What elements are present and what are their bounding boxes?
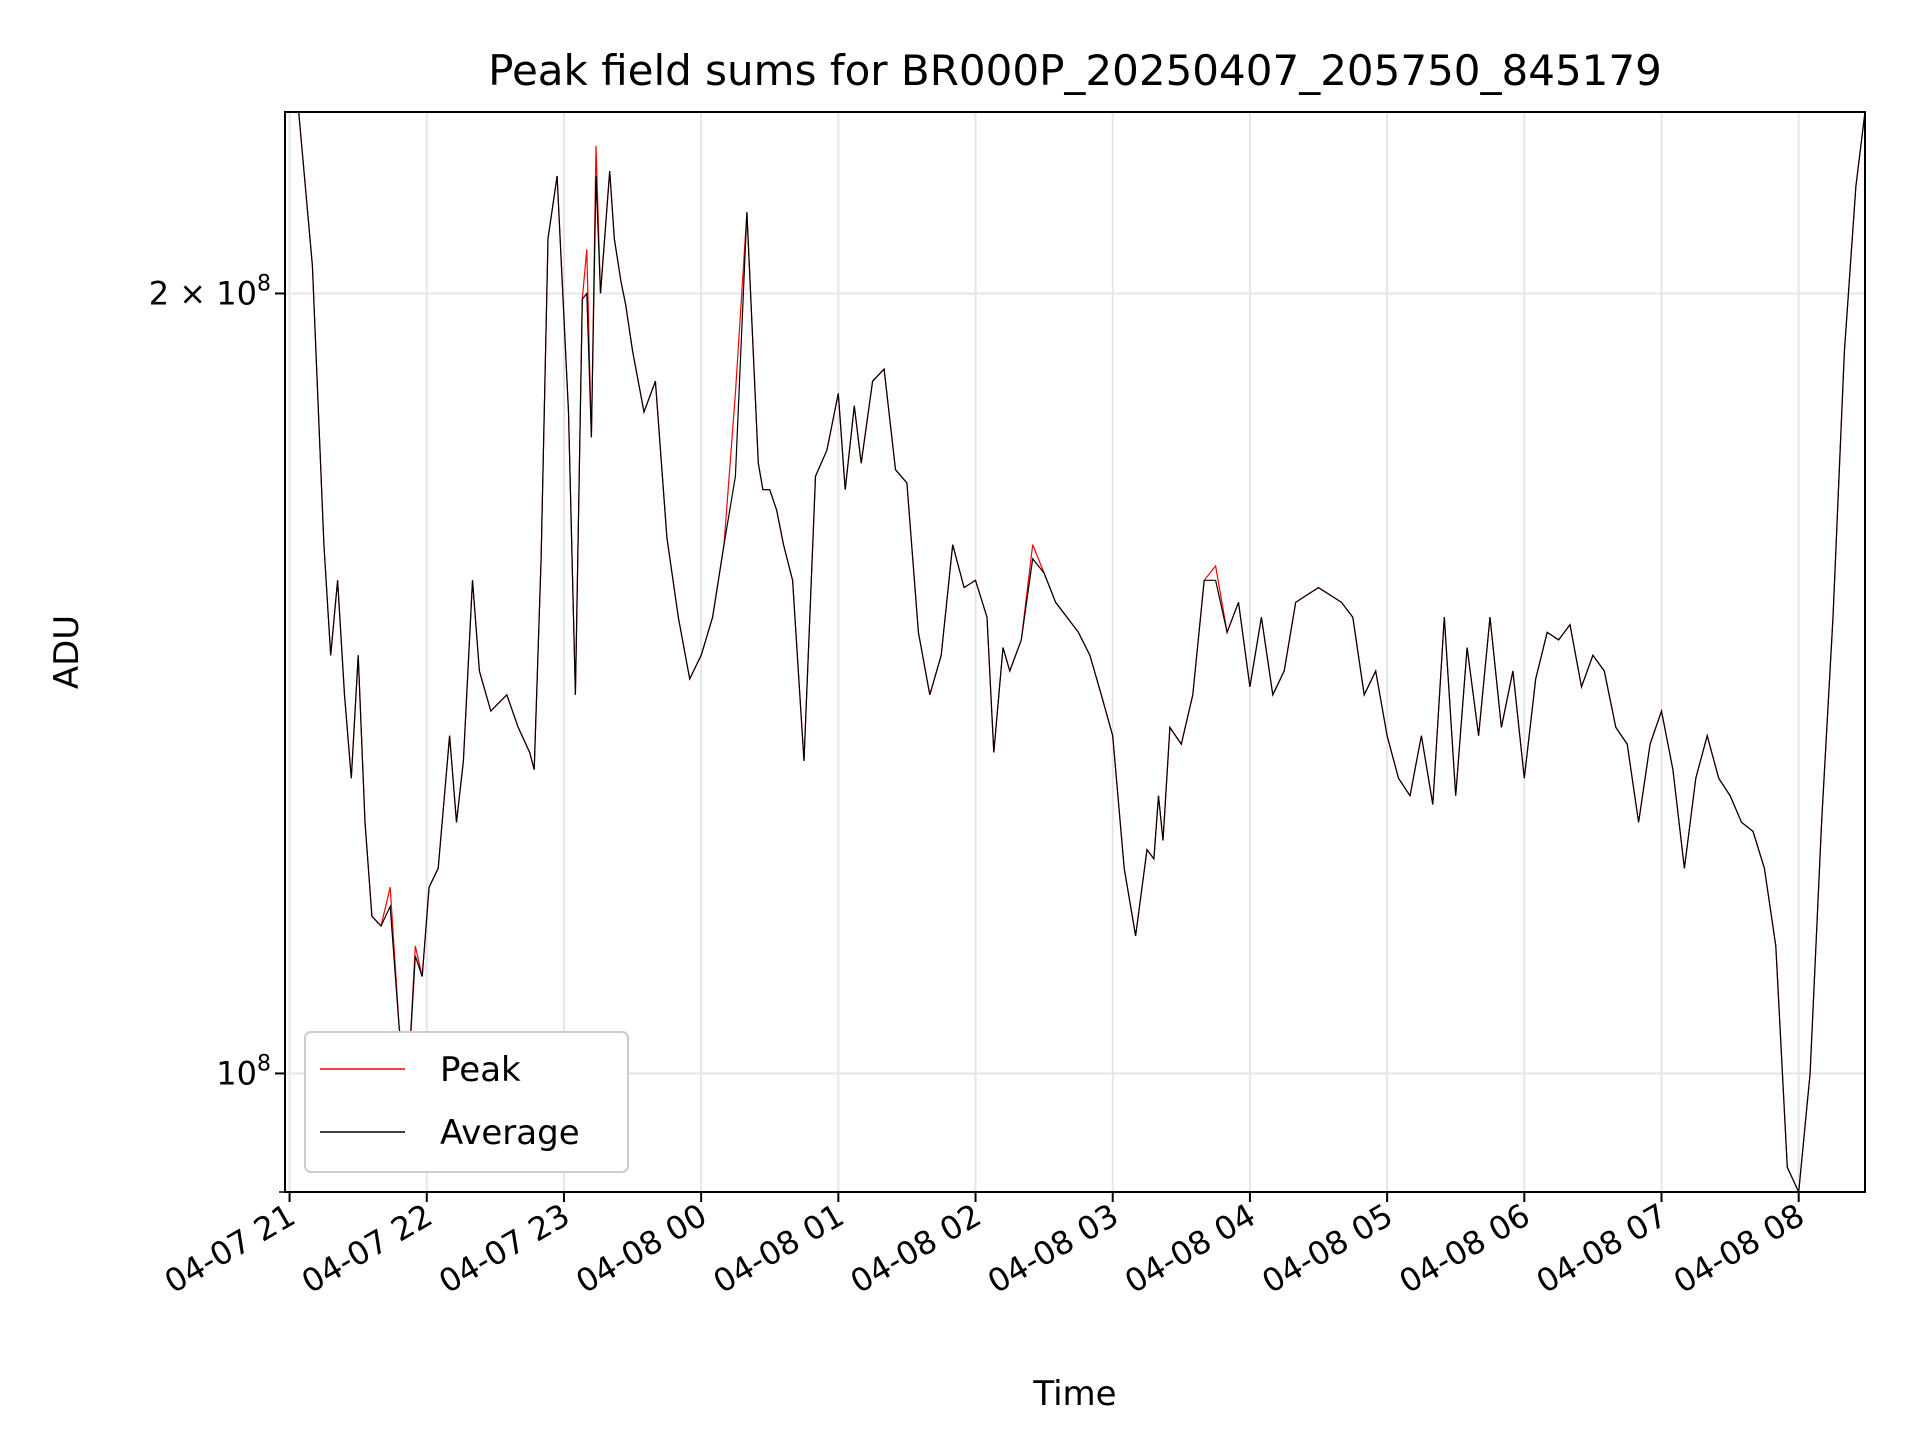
legend: Peak Average bbox=[304, 1031, 629, 1173]
x-tick-label: 04-07 23 bbox=[432, 1196, 576, 1301]
x-tick-label: 04-08 00 bbox=[570, 1196, 714, 1301]
y-axis-label: ADU bbox=[47, 615, 87, 689]
legend-label-average: Average bbox=[440, 1113, 580, 1153]
legend-box bbox=[304, 1031, 629, 1173]
x-tick-label: 04-07 22 bbox=[295, 1196, 439, 1301]
x-tick-label: 04-08 07 bbox=[1530, 1196, 1674, 1301]
grid-layer bbox=[285, 112, 1865, 1192]
x-tick-label: 04-08 01 bbox=[707, 1196, 851, 1301]
x-axis-label: Time bbox=[1032, 1374, 1116, 1414]
y-tick-label: 2 × 108 bbox=[149, 271, 271, 312]
series-layer bbox=[285, 111, 1866, 1195]
legend-label-peak: Peak bbox=[440, 1050, 521, 1090]
x-tick-label: 04-08 06 bbox=[1393, 1196, 1537, 1301]
x-tick-label: 04-07 21 bbox=[158, 1196, 302, 1301]
plot-frame bbox=[284, 111, 1866, 1193]
x-tick-label: 04-08 08 bbox=[1667, 1196, 1811, 1301]
y-tick-label: 108 bbox=[216, 1051, 271, 1092]
plot-area-background bbox=[285, 112, 1865, 1192]
x-tick-label: 04-08 02 bbox=[844, 1196, 988, 1301]
series-line-average bbox=[285, 111, 1866, 1195]
x-tick-label: 04-08 03 bbox=[981, 1196, 1125, 1301]
chart-title: Peak field sums for BR000P_20250407_2057… bbox=[488, 46, 1662, 95]
x-tick-label: 04-08 05 bbox=[1256, 1196, 1400, 1301]
y-axis-ticks: 108 2 × 108 bbox=[149, 271, 285, 1193]
x-tick-label: 04-08 04 bbox=[1118, 1196, 1262, 1301]
